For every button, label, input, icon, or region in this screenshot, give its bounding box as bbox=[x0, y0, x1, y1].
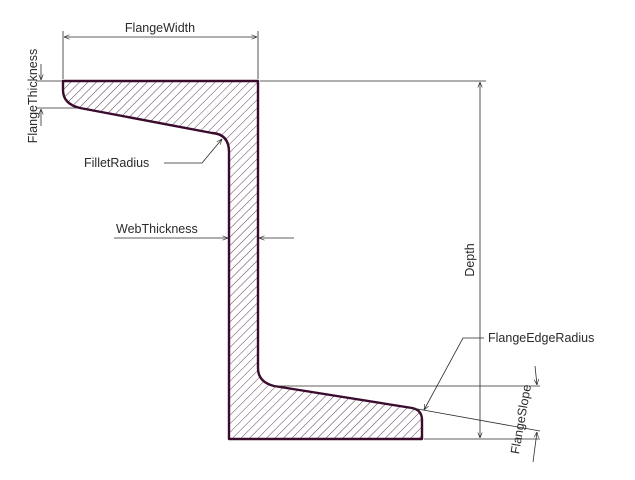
depth-label: Depth bbox=[463, 243, 477, 276]
flange-thickness-label: FlangeThickness bbox=[26, 49, 40, 144]
flange-edge-radius-label: FlangeEdgeRadius bbox=[488, 331, 594, 345]
web-thickness-dimension: WebThickness bbox=[114, 222, 294, 238]
flange-edge-radius-leader: FlangeEdgeRadius bbox=[424, 331, 594, 410]
fillet-radius-label: FilletRadius bbox=[84, 156, 149, 170]
web-thickness-label: WebThickness bbox=[116, 222, 198, 236]
flange-width-label: FlangeWidth bbox=[125, 21, 195, 35]
section-outline bbox=[61, 79, 424, 441]
depth-dimension: Depth bbox=[260, 80, 540, 440]
flange-slope-label: FlangeSlope bbox=[508, 383, 534, 455]
flange-thickness-dimension: FlangeThickness bbox=[26, 49, 78, 144]
fillet-radius-leader: FilletRadius bbox=[84, 139, 222, 170]
flange-width-dimension: FlangeWidth bbox=[62, 21, 259, 79]
